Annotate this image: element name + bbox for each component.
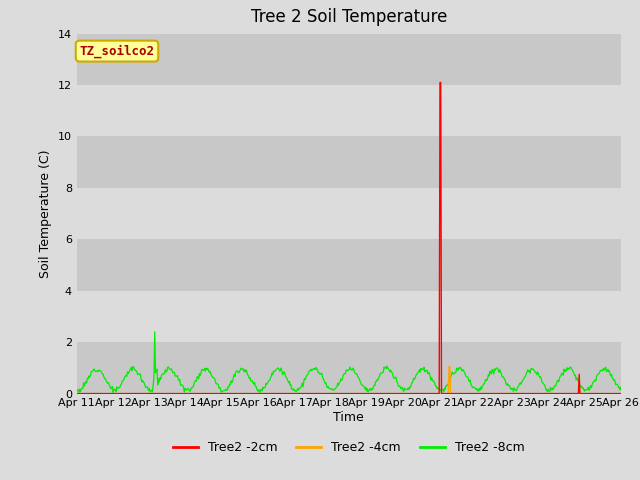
Bar xyxy=(77,240,621,291)
Legend: Tree2 -2cm, Tree2 -4cm, Tree2 -8cm: Tree2 -2cm, Tree2 -4cm, Tree2 -8cm xyxy=(168,436,529,459)
Bar xyxy=(77,34,621,85)
Bar xyxy=(77,342,621,394)
Title: Tree 2 Soil Temperature: Tree 2 Soil Temperature xyxy=(251,9,447,26)
Bar xyxy=(77,136,621,188)
Text: TZ_soilco2: TZ_soilco2 xyxy=(79,44,154,58)
X-axis label: Time: Time xyxy=(333,411,364,424)
Y-axis label: Soil Temperature (C): Soil Temperature (C) xyxy=(39,149,52,278)
